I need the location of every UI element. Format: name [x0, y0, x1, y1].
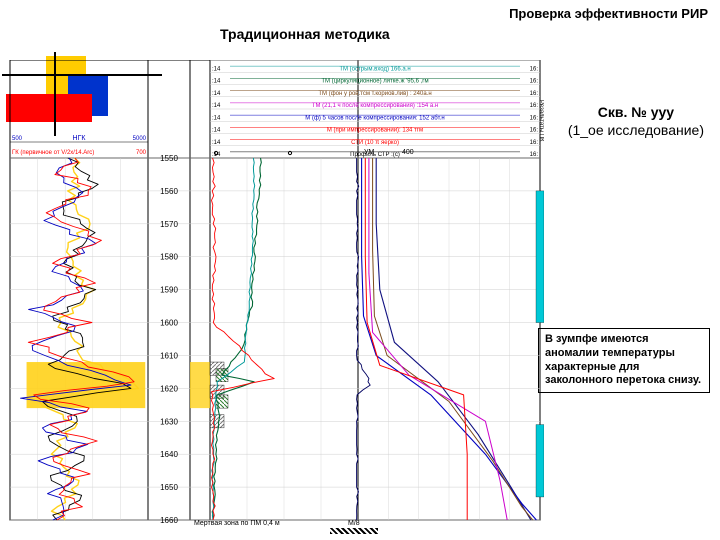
svg-text:ТМ (острым.вход) 166.а.н: ТМ (острым.вход) 166.а.н — [339, 66, 410, 72]
svg-text:ТМ (фон у ров.тсм т.кориов.лив: ТМ (фон у ров.тсм т.кориов.лив) : 240а.н — [318, 91, 431, 97]
svg-text:1630: 1630 — [160, 417, 178, 426]
svg-text:НГК: НГК — [73, 135, 87, 142]
svg-text:16:: 16: — [530, 91, 539, 97]
bottom-note-left: Мертвая зона по ПМ 0,4 м — [194, 520, 280, 527]
slide-title-right: Проверка эффективности РИР — [509, 6, 708, 21]
slide-title-center: Традиционная методика — [220, 26, 390, 42]
bottom-hatch-icon — [330, 528, 378, 534]
svg-text:1640: 1640 — [160, 450, 178, 459]
svg-text::14: :14 — [212, 128, 221, 134]
well-study: (1_ое исследование) — [568, 122, 704, 140]
svg-text:16:: 16: — [530, 103, 539, 109]
svg-text:ГК (первичное от V/2x/14.Arc): ГК (первичное от V/2x/14.Arc) — [12, 150, 94, 156]
svg-text:1590: 1590 — [160, 286, 178, 295]
svg-text::14: :14 — [212, 91, 221, 97]
bottom-note-mid: М/8 — [348, 520, 360, 527]
svg-text:М (при импрессировании): 134 т: М (при импрессировании): 134 тгм — [327, 128, 423, 134]
svg-text:ТМ (21,1 ч после компрессирова: ТМ (21,1 ч после компрессирования) :154 … — [312, 103, 438, 109]
well-label: Скв. № ууу (1_ое исследование) — [568, 104, 704, 139]
svg-text:СТИ (10 π яерко): СТИ (10 π яерко) — [351, 140, 399, 146]
svg-text:16:: 16: — [530, 152, 539, 158]
svg-text:5000: 5000 — [133, 136, 147, 142]
svg-text:16:: 16: — [530, 79, 539, 85]
svg-text:1620: 1620 — [160, 384, 178, 393]
log-plot: :14 16: ТМ (острым.вход) 166.а.н :14 16: ТМ (… — [4, 60, 544, 530]
svg-text::14: :14 — [212, 79, 221, 85]
svg-text:1650: 1650 — [160, 483, 178, 492]
annotation-box: В зумпфе имеются аномалии температуры ха… — [538, 328, 710, 393]
svg-text::14: :14 — [212, 66, 221, 72]
svg-text:700: 700 — [136, 150, 147, 156]
svg-text:16:: 16: — [530, 140, 539, 146]
svg-text:1570: 1570 — [160, 220, 178, 229]
svg-text:16:: 16: — [530, 115, 539, 121]
svg-text:Профиль СТР :(с): Профиль СТР :(с) — [350, 152, 400, 158]
svg-text::14: :14 — [212, 103, 221, 109]
svg-text:1660: 1660 — [160, 516, 178, 525]
svg-text:16:: 16: — [530, 128, 539, 134]
svg-text:1600: 1600 — [160, 319, 178, 328]
svg-text:УМ: УМ — [364, 149, 374, 156]
svg-text:ТМ (циркуляционное) лятке.ж ': ТМ (циркуляционное) лятке.ж '95,6 ,гм — [321, 79, 428, 85]
svg-text:1550: 1550 — [160, 154, 178, 163]
well-number: Скв. № ууу — [568, 104, 704, 122]
svg-text:400: 400 — [402, 149, 414, 156]
svg-text::14: :14 — [212, 140, 221, 146]
svg-text::14: :14 — [212, 115, 221, 121]
svg-text:М (ф) 5 часов после компрессир: М (ф) 5 часов после компрессирования: 15… — [305, 115, 444, 121]
svg-text:1610: 1610 — [160, 351, 178, 360]
svg-text:500: 500 — [12, 136, 23, 142]
svg-text:Резальтаты ПК: Резальтаты ПК — [538, 100, 544, 142]
svg-text:1560: 1560 — [160, 187, 178, 196]
svg-text:16:: 16: — [530, 66, 539, 72]
svg-text:1580: 1580 — [160, 253, 178, 262]
